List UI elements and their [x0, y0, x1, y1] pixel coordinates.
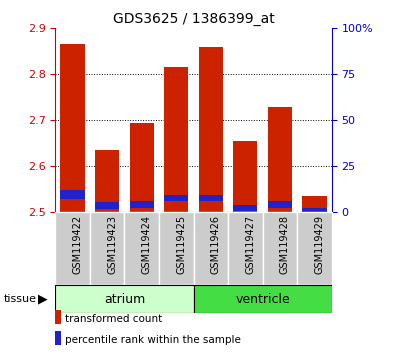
Bar — [268, 201, 292, 208]
Bar — [199, 47, 223, 212]
Bar — [233, 205, 258, 211]
Bar — [124, 212, 159, 285]
Text: ▶: ▶ — [38, 293, 47, 306]
Text: GSM119424: GSM119424 — [142, 215, 152, 274]
Text: percentile rank within the sample: percentile rank within the sample — [65, 335, 241, 345]
Bar — [297, 212, 332, 285]
Bar — [303, 196, 327, 212]
Bar — [90, 212, 124, 285]
Bar — [130, 201, 154, 208]
Text: atrium: atrium — [104, 293, 145, 306]
Bar — [194, 285, 332, 313]
Text: GSM119427: GSM119427 — [245, 215, 256, 274]
Bar — [268, 107, 292, 212]
Bar — [60, 44, 85, 212]
Bar — [60, 190, 85, 199]
Text: tissue: tissue — [4, 294, 37, 304]
Text: GSM119425: GSM119425 — [176, 215, 186, 274]
Text: GSM119422: GSM119422 — [73, 215, 83, 274]
Bar — [228, 212, 263, 285]
Bar — [55, 212, 90, 285]
Bar — [164, 195, 188, 201]
Bar — [199, 195, 223, 201]
Bar — [55, 285, 194, 313]
Bar — [159, 212, 194, 285]
Bar — [194, 212, 228, 285]
Text: GSM119426: GSM119426 — [211, 215, 221, 274]
Bar — [303, 208, 327, 214]
Bar — [95, 202, 119, 209]
Bar — [233, 141, 258, 212]
Bar — [95, 150, 119, 212]
Title: GDS3625 / 1386399_at: GDS3625 / 1386399_at — [113, 12, 275, 26]
Bar — [164, 67, 188, 212]
Text: transformed count: transformed count — [65, 314, 162, 324]
Text: GSM119429: GSM119429 — [314, 215, 325, 274]
Text: ventricle: ventricle — [235, 293, 290, 306]
Bar — [130, 123, 154, 212]
Text: GSM119428: GSM119428 — [280, 215, 290, 274]
Text: GSM119423: GSM119423 — [107, 215, 117, 274]
Bar — [263, 212, 297, 285]
